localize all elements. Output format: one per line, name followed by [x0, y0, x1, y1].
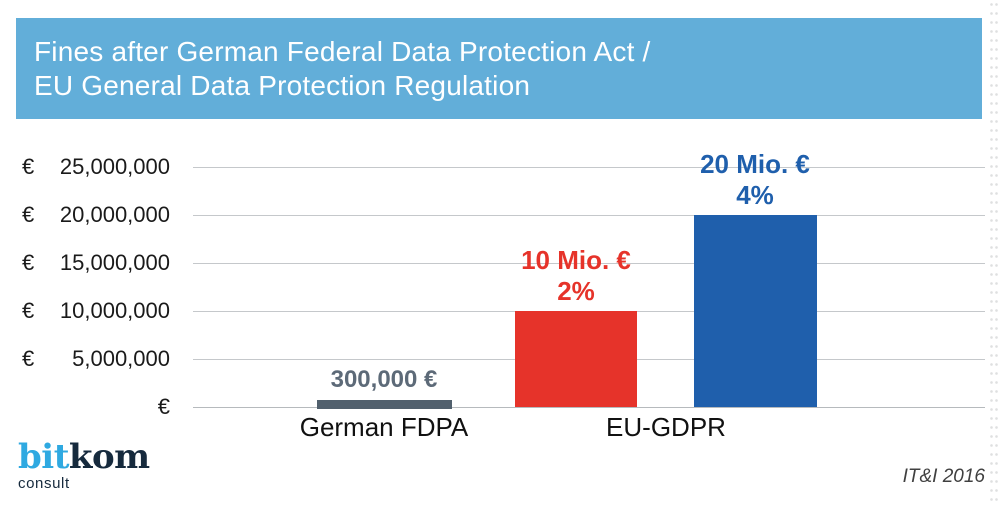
y-tick-currency: €	[22, 202, 35, 227]
y-tick-5m: € 5,000,000	[22, 335, 170, 383]
source-caption: IT&I 2016	[902, 466, 985, 487]
gridline-baseline	[193, 407, 985, 408]
logo-subtext: consult	[18, 475, 70, 492]
gridline-15m	[193, 263, 985, 264]
bar-value-text: 20 Mio. €	[700, 149, 810, 179]
y-tick-amount: 10,000,000	[59, 298, 170, 323]
bar-value-label-eu-gdpr-2pct: 10 Mio. € 2%	[476, 245, 676, 307]
y-tick-currency: €	[22, 346, 35, 371]
y-tick-currency: €	[22, 154, 35, 179]
y-tick-10m: € 10,000,000	[22, 287, 170, 335]
title-banner: Fines after German Federal Data Protecti…	[16, 18, 982, 119]
x-axis-label-german-fdpa: German FDPA	[299, 412, 469, 442]
y-tick-currency: €	[22, 250, 35, 275]
logo-text-kom: kom	[68, 437, 150, 477]
bar-percent-text: 2%	[557, 276, 595, 306]
x-axis-label-eu-gdpr: EU-GDPR	[606, 412, 726, 442]
bar-value-label-eu-gdpr-4pct: 20 Mio. € 4%	[655, 149, 855, 211]
logo-wordmark: bitkom	[18, 440, 150, 474]
y-tick-25m: € 25,000,000	[22, 143, 170, 191]
plot-area: 300,000 € 10 Mio. € 2% 20 Mio. € 4%	[193, 149, 985, 409]
chart-title-line1: Fines after German Federal Data Protecti…	[34, 36, 651, 67]
bar-percent-text: 4%	[736, 180, 774, 210]
bar-value-label-german-fdpa: 300,000 €	[284, 366, 484, 394]
y-tick-zero: €	[22, 383, 170, 431]
gridline-25m	[193, 167, 985, 168]
bar-german-fdpa	[317, 400, 452, 409]
y-tick-amount: 15,000,000	[59, 250, 170, 275]
y-tick-20m: € 20,000,000	[22, 191, 170, 239]
right-edge-dot-texture	[989, 0, 1000, 505]
bar-value-text: 300,000 €	[330, 366, 438, 393]
y-tick-amount: €	[157, 394, 170, 419]
bar-value-text: 10 Mio. €	[521, 245, 631, 275]
y-tick-currency: €	[22, 298, 35, 323]
bitkom-consult-logo: bitkom consult	[18, 440, 150, 492]
bar-eu-gdpr-2pct	[515, 311, 637, 407]
y-tick-amount: 5,000,000	[72, 346, 170, 371]
logo-text-bit: bit	[18, 437, 69, 477]
y-tick-amount: 20,000,000	[59, 202, 170, 227]
y-tick-15m: € 15,000,000	[22, 239, 170, 287]
bar-eu-gdpr-4pct	[694, 215, 817, 407]
y-axis: € 25,000,000 € 20,000,000 € 15,000,000 €…	[22, 143, 170, 431]
gridline-20m	[193, 215, 985, 216]
chart-title-line2: EU General Data Protection Regulation	[34, 70, 531, 101]
y-tick-amount: 25,000,000	[59, 154, 170, 179]
